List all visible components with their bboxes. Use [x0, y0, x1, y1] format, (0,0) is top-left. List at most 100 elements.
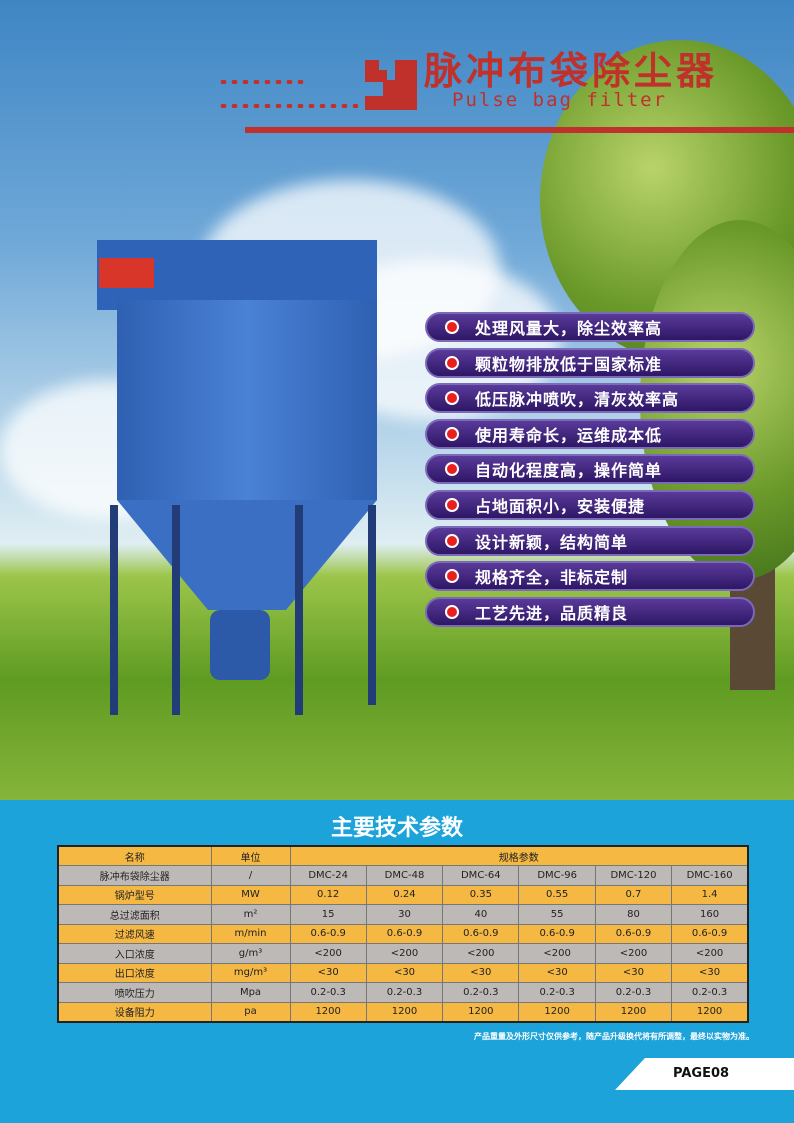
- table-row: 入口浓度 g/m³ <200 <200 <200 <200 <200 <200: [57, 943, 749, 964]
- spec-table: 名称 单位 规格参数 脉冲布袋除尘器 / DMC-24 DMC-48 DMC-64 DMC…: [57, 845, 749, 1023]
- table-cell: 脉冲布袋除尘器: [57, 865, 212, 886]
- feature-item: 工艺先进，品质精良: [425, 596, 755, 627]
- table-cell: pa: [210, 1001, 291, 1022]
- table-row: 过滤风速 m/min 0.6-0.9 0.6-0.9 0.6-0.9 0.6-0.9 0.6…: [57, 923, 749, 944]
- table-cell: mg/m³: [210, 962, 291, 983]
- bullet-icon: [445, 391, 459, 406]
- feature-text: 设计新颖，结构简单: [475, 532, 629, 552]
- table-cell: <200: [518, 943, 596, 964]
- table-cell: <200: [289, 943, 367, 964]
- table-cell: 0.2-0.3: [518, 982, 596, 1003]
- section-title: 主要技术参数: [330, 816, 463, 841]
- table-cell: 160: [671, 904, 749, 925]
- bullet-icon: [445, 320, 459, 334]
- feature-text: 工艺先进，品质精良: [475, 603, 629, 623]
- bullet-icon: [445, 533, 459, 548]
- table-cell: 0.6-0.9: [289, 923, 367, 944]
- table-cell: 80: [594, 904, 673, 925]
- page-subtitle: Pulse bag filter: [452, 89, 668, 111]
- feature-item: 颗粒物排放低于国家标准: [425, 347, 755, 378]
- table-cell: <200: [671, 943, 749, 964]
- header-cell: 规格参数: [289, 845, 749, 866]
- feature-text: 使用寿命长，运维成本低: [475, 425, 663, 445]
- table-cell: 1.4: [671, 884, 749, 905]
- table-cell: DMC-160: [671, 865, 749, 886]
- table-cell: <30: [518, 962, 596, 983]
- table-row: 锅炉型号 MW 0.12 0.24 0.35 0.55 0.7 1.4: [57, 884, 749, 905]
- table-cell: 1200: [365, 1001, 444, 1022]
- table-cell: 0.55: [518, 884, 596, 905]
- table-cell: 30: [365, 904, 444, 925]
- feature-item: 占地面积小，安装便捷: [425, 490, 755, 520]
- table-cell: DMC-24: [289, 865, 367, 886]
- feature-item: 低压脉冲喷吹，清灰效率高: [425, 383, 755, 414]
- table-cell: 过滤风速: [57, 923, 212, 944]
- table-cell: <30: [671, 962, 749, 983]
- table-cell: 0.7: [594, 884, 673, 905]
- table-cell: 1200: [671, 1001, 749, 1022]
- table-cell: 总过滤面积: [57, 904, 212, 925]
- table-cell: 0.6-0.9: [365, 923, 444, 944]
- table-header-row: 名称 单位 规格参数: [57, 845, 749, 866]
- feature-item: 自动化程度高，操作简单: [425, 454, 755, 485]
- table-cell: 设备阻力: [57, 1001, 212, 1022]
- table-cell: 15: [289, 904, 367, 925]
- bullet-icon: [445, 498, 459, 512]
- table-cell: <200: [365, 943, 444, 964]
- page-number: PAGE08: [615, 1058, 794, 1090]
- table-cell: m²: [210, 904, 291, 925]
- feature-text: 处理风量大，除尘效率高: [475, 319, 663, 338]
- table-cell: 0.6-0.9: [518, 923, 596, 944]
- bullet-icon: [445, 569, 459, 584]
- feature-text: 占地面积小，安装便捷: [475, 497, 646, 516]
- bullet-icon: [445, 426, 459, 441]
- table-cell: Mpa: [210, 982, 291, 1003]
- table-cell: 0.2-0.3: [671, 982, 749, 1003]
- table-cell: 0.6-0.9: [671, 923, 749, 944]
- table-cell: 出口浓度: [57, 962, 212, 983]
- table-row: 脉冲布袋除尘器 / DMC-24 DMC-48 DMC-64 DMC-96 DMC-120 D…: [57, 865, 749, 886]
- feature-text: 自动化程度高，操作简单: [475, 461, 663, 481]
- table-cell: /: [210, 865, 291, 886]
- decorative-dots: [218, 80, 308, 84]
- table-cell: 1200: [594, 1001, 673, 1022]
- table-cell: m/min: [210, 923, 291, 944]
- table-cell: DMC-48: [365, 865, 444, 886]
- table-cell: 0.12: [289, 884, 367, 905]
- table-cell: 0.2-0.3: [289, 982, 367, 1003]
- table-cell: 1200: [289, 1001, 367, 1022]
- table-cell: <30: [442, 962, 520, 983]
- table-cell: 1200: [442, 1001, 520, 1022]
- decorative-dots: [218, 104, 358, 108]
- table-cell: <200: [594, 943, 673, 964]
- page-title: 脉冲布袋除尘器: [424, 49, 719, 93]
- table-cell: 0.35: [442, 884, 520, 905]
- table-cell: g/m³: [210, 943, 291, 964]
- table-cell: 锅炉型号: [57, 884, 212, 905]
- header-cell: 名称: [57, 845, 212, 866]
- feature-text: 低压脉冲喷吹，清灰效率高: [475, 390, 680, 410]
- table-cell: 0.6-0.9: [442, 923, 520, 944]
- feature-text: 颗粒物排放低于国家标准: [475, 354, 663, 374]
- table-row: 设备阻力 pa 1200 1200 1200 1200 1200 1200: [57, 1001, 749, 1022]
- table-cell: 0.2-0.3: [594, 982, 673, 1003]
- table-cell: 40: [442, 904, 520, 925]
- logo-icon: [365, 60, 417, 110]
- table-cell: 喷吹压力: [57, 982, 212, 1003]
- feature-item: 使用寿命长，运维成本低: [425, 418, 755, 449]
- feature-item: 规格齐全，非标定制: [425, 561, 755, 592]
- table-cell: 0.6-0.9: [594, 923, 673, 944]
- bullet-icon: [445, 604, 459, 619]
- disclaimer-note: 产品重量及外形尺寸仅供参考，随产品升级换代将有所调整，最终以实物为准。: [474, 1032, 754, 1041]
- feature-text: 规格齐全，非标定制: [475, 568, 629, 588]
- table-cell: 1200: [518, 1001, 596, 1022]
- table-cell: 55: [518, 904, 596, 925]
- table-cell: <30: [289, 962, 367, 983]
- table-cell: MW: [210, 884, 291, 905]
- bullet-icon: [445, 355, 459, 370]
- table-cell: 0.2-0.3: [442, 982, 520, 1003]
- divider: [245, 127, 794, 133]
- table-row: 出口浓度 mg/m³ <30 <30 <30 <30 <30 <30: [57, 962, 749, 983]
- bullet-icon: [445, 462, 459, 477]
- table-cell: 0.2-0.3: [365, 982, 444, 1003]
